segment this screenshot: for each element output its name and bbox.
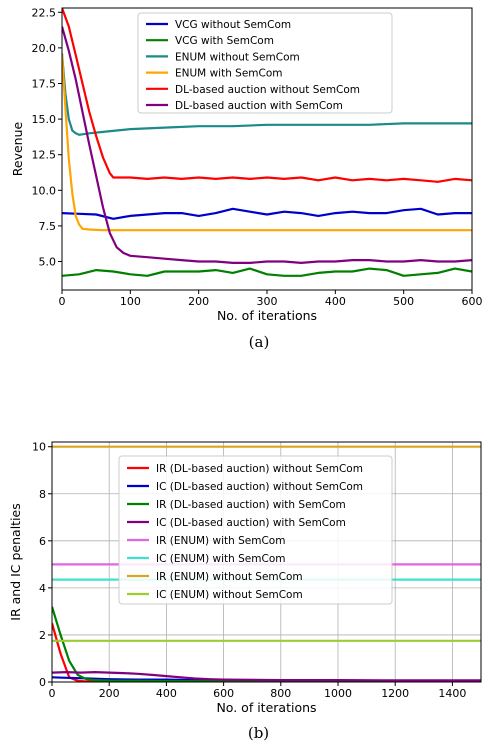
- y-axis-label: Revenue: [10, 121, 25, 176]
- legend-label-3: ENUM with SemCom: [175, 68, 283, 80]
- chart-caption: (b): [248, 724, 269, 742]
- series-line-3: [62, 54, 472, 232]
- legend: VCG without SemCom VCG with SemCom ENUM wi…: [137, 12, 393, 114]
- legend-label-2: ENUM without SemCom: [175, 51, 300, 63]
- legend-box: [137, 12, 393, 114]
- legend-label-0: VCG without SemCom: [175, 19, 291, 31]
- chart-caption: (a): [249, 333, 270, 351]
- y-tick-label-2: 10.0: [32, 184, 57, 197]
- y-tick-label-0: 0: [39, 676, 46, 689]
- y-tick-label-1: 2: [39, 629, 46, 642]
- legend-label-5: IC (ENUM) with SemCom: [156, 553, 285, 565]
- y-tick-label-4: 8: [39, 488, 46, 501]
- series-line-3: [52, 670, 481, 682]
- x-tick-label-1: 100: [120, 295, 141, 308]
- x-tick-label-0: 0: [59, 295, 66, 308]
- x-tick-label-3: 300: [257, 295, 278, 308]
- legend-label-4: DL-based auction without SemCom: [175, 84, 360, 96]
- y-axis-label: IR and IC penalties: [8, 503, 23, 620]
- x-tick-label-6: 1200: [381, 687, 409, 700]
- y-tick-label-5: 10: [32, 441, 46, 454]
- x-tick-label-7: 1400: [438, 687, 466, 700]
- y-tick-label-5: 17.5: [32, 77, 57, 90]
- x-tick-label-2: 200: [188, 295, 209, 308]
- x-tick-label-1: 200: [99, 687, 120, 700]
- y-tick-label-3: 12.5: [32, 149, 57, 162]
- axes-frame: [51, 441, 482, 683]
- x-tick-label-4: 400: [325, 295, 346, 308]
- legend-label-1: IC (DL-based auction) without SemCom: [156, 481, 363, 493]
- y-tick-label-2: 4: [39, 582, 46, 595]
- legend-label-2: IR (DL-based auction) with SemCom: [156, 499, 346, 511]
- legend-label-7: IC (ENUM) without SemCom: [156, 589, 303, 601]
- y-tick-label-7: 22.5: [32, 6, 57, 19]
- series-group: [62, 8, 472, 277]
- y-tick-label-0: 5.0: [39, 256, 57, 269]
- x-tick-label-5: 500: [393, 295, 414, 308]
- legend: IR (DL-based auction) without SemCom IC (…: [118, 455, 393, 605]
- series-line-0: [62, 207, 472, 220]
- x-axis-label: No. of iterations: [217, 308, 317, 323]
- legend-label-4: IR (ENUM) with SemCom: [156, 535, 285, 547]
- x-tick-label-5: 1000: [324, 687, 352, 700]
- x-tick-label-6: 600: [462, 295, 483, 308]
- y-tick-label-4: 15.0: [32, 113, 57, 126]
- legend-box: [118, 455, 393, 605]
- x-tick-label-3: 600: [213, 687, 234, 700]
- legend-label-5: DL-based auction with SemCom: [175, 100, 343, 112]
- x-tick-label-4: 800: [270, 687, 291, 700]
- x-tick-label-2: 400: [156, 687, 177, 700]
- series-line-2: [52, 606, 481, 682]
- y-tick-label-6: 20.0: [32, 42, 57, 55]
- x-tick-label-0: 0: [49, 687, 56, 700]
- series-line-4: [62, 8, 472, 183]
- series-line-1: [62, 267, 472, 277]
- legend-label-1: VCG with SemCom: [175, 35, 274, 47]
- series-line-5: [62, 26, 472, 264]
- y-tick-label-3: 6: [39, 535, 46, 548]
- chart-b: 0 200 400 600 800 1000 1200 1400 0 2 4 6 8 10 No. of i…: [8, 441, 482, 742]
- series-line-2: [62, 53, 472, 136]
- chart-a: 0 100 200 300 400 500 600 5.0 7.5 10.0 12.5 15.0 17.…: [10, 6, 483, 351]
- legend-label-6: IR (ENUM) without SemCom: [156, 571, 303, 583]
- y-tick-label-1: 7.5: [39, 220, 57, 233]
- x-axis-label: No. of iterations: [216, 700, 316, 715]
- legend-label-3: IC (DL-based auction) with SemCom: [156, 517, 346, 529]
- legend-label-0: IR (DL-based auction) without SemCom: [156, 463, 363, 475]
